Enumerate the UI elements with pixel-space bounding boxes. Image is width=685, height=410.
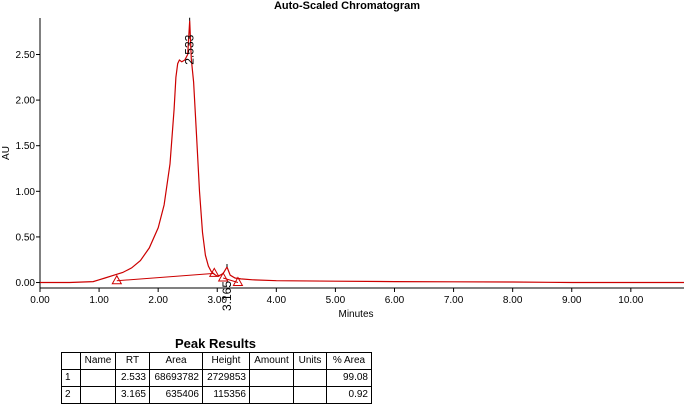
header-height: Height	[202, 352, 250, 370]
y-tick-label: 1.50	[16, 141, 36, 152]
y-tick-label: 2.00	[16, 96, 36, 107]
x-axis-ticks: 0.00 1.00 2.00 3.00 4.00 5.00 6.00 7.00 8.00 9.00…	[30, 288, 644, 306]
x-tick-label: 5.00	[326, 295, 346, 306]
table-row: 2 3.165 635406 115356 0.92	[61, 386, 372, 404]
cell-height: 115356	[202, 386, 250, 404]
y-tick-label: 1.00	[16, 187, 36, 198]
y-tick-label: 2.50	[16, 50, 36, 61]
cell-percent-area: 99.08	[326, 369, 372, 387]
y-tick-label: 0.50	[16, 232, 36, 243]
y-tick-label: 0.00	[16, 278, 36, 289]
results-title: Peak Results	[175, 336, 256, 351]
x-tick-label: 2.00	[148, 295, 168, 306]
header-percent-area: % Area	[326, 352, 372, 370]
cell-percent-area: 0.92	[326, 386, 372, 404]
x-tick-label: 6.00	[385, 295, 405, 306]
cell-row-number: 1	[61, 369, 81, 387]
peak-marker	[111, 274, 123, 285]
peak-label: 3.165	[220, 281, 234, 311]
table-row: 1 2.533 68693782 2729853 99.08	[61, 369, 372, 387]
x-tick-label: 3.00	[208, 295, 228, 306]
cell-name	[80, 369, 116, 387]
peak-marker	[232, 276, 244, 287]
peak-marker	[208, 267, 220, 277]
x-tick-label: 7.00	[444, 295, 464, 306]
x-axis-label: Minutes	[338, 309, 373, 320]
cell-units	[293, 386, 327, 404]
cell-row-number: 2	[61, 386, 81, 404]
baseline	[116, 272, 215, 282]
x-tick-label: 4.00	[267, 295, 287, 306]
cell-rt: 3.165	[115, 386, 150, 404]
x-tick-label: 0.00	[30, 295, 50, 306]
header-units: Units	[293, 352, 327, 370]
chart-title: Auto-Scaled Chromatogram	[274, 0, 420, 12]
cell-amount	[249, 386, 294, 404]
header-amount: Amount	[249, 352, 294, 370]
cell-area: 68693782	[149, 369, 203, 387]
header-row-number	[61, 352, 81, 370]
cell-height: 2729853	[202, 369, 250, 387]
cell-name	[80, 386, 116, 404]
chromatogram-trace	[40, 20, 684, 284]
x-tick-label: 10.00	[618, 295, 643, 306]
x-tick-label: 9.00	[562, 295, 582, 306]
cell-rt: 2.533	[115, 369, 150, 387]
x-tick-label: 8.00	[503, 295, 523, 306]
peak-marker	[217, 271, 229, 282]
peak-labels: 2.533 3.165	[183, 17, 234, 311]
y-axis-ticks: 0.00 0.50 1.00 1.50 2.00 2.50	[16, 50, 40, 289]
cell-units	[293, 369, 327, 387]
header-name: Name	[80, 352, 116, 370]
x-tick-label: 1.00	[89, 295, 109, 306]
cell-area: 635406	[149, 386, 203, 404]
header-area: Area	[149, 352, 203, 370]
y-axis-label: AU	[1, 146, 12, 160]
peak-results-table: Name RT Area Height Amount Units % Area …	[61, 352, 372, 404]
header-rt: RT	[115, 352, 150, 370]
table-header-row: Name RT Area Height Amount Units % Area	[61, 352, 372, 370]
cell-amount	[249, 369, 294, 387]
chromatogram-chart: Auto-Scaled Chromatogram 0.00 1.00 2.00 3.0…	[1, 0, 684, 320]
peak-markers	[111, 267, 244, 287]
peak-label: 2.533	[183, 34, 197, 64]
